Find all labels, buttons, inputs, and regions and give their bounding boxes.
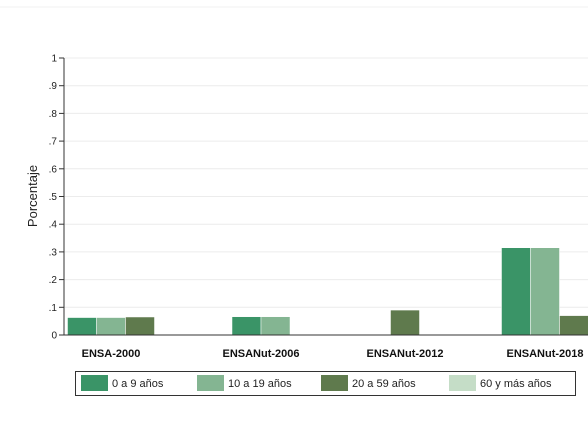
bar [125, 316, 155, 336]
bar [260, 316, 291, 336]
y-tick-label: .6 [49, 164, 58, 175]
category-label: ENSANut-2006 [222, 348, 299, 360]
bar [501, 247, 531, 336]
bar [559, 315, 588, 336]
y-tick-label: .9 [49, 81, 58, 92]
legend-swatch [449, 375, 476, 391]
axes: 0 .1 .2 .3 .4 .5 .6 .7 .8 .9 1 ENSA-2000 ENSANut-200… [49, 54, 588, 360]
y-tick-label: .1 [49, 303, 58, 314]
bar [67, 317, 97, 336]
legend-label: 0 a 9 años [112, 378, 164, 390]
y-tick-label: .2 [49, 275, 58, 286]
legend: 0 a 9 años 10 a 19 años 20 a 59 años 60 y m… [75, 371, 576, 396]
y-tick-label: .8 [49, 109, 58, 120]
bar [530, 247, 560, 336]
legend-swatch [321, 375, 348, 391]
y-tick-label: .3 [49, 247, 58, 258]
legend-swatch [197, 375, 224, 391]
bar [390, 309, 420, 336]
y-axis-label: Porcentaje [25, 165, 40, 227]
y-tick-label: .7 [49, 137, 58, 148]
category-label: ENSA-2000 [82, 348, 141, 360]
legend-swatch [81, 375, 108, 391]
y-tick-label: 0 [51, 331, 57, 342]
bars [67, 247, 588, 336]
y-tick-label: 1 [51, 54, 57, 65]
bar [231, 316, 262, 336]
bar [96, 317, 126, 336]
y-tick-label: .4 [49, 220, 58, 231]
legend-label: 20 a 59 años [352, 378, 416, 390]
legend-label: 60 y más años [480, 378, 552, 390]
y-tick-label: .5 [49, 192, 58, 203]
category-label: ENSANut-2012 [366, 348, 443, 360]
gridlines [64, 57, 588, 308]
category-label: ENSANut-2018 [506, 348, 583, 360]
legend-box [75, 371, 576, 396]
legend-label: 10 a 19 años [228, 378, 292, 390]
